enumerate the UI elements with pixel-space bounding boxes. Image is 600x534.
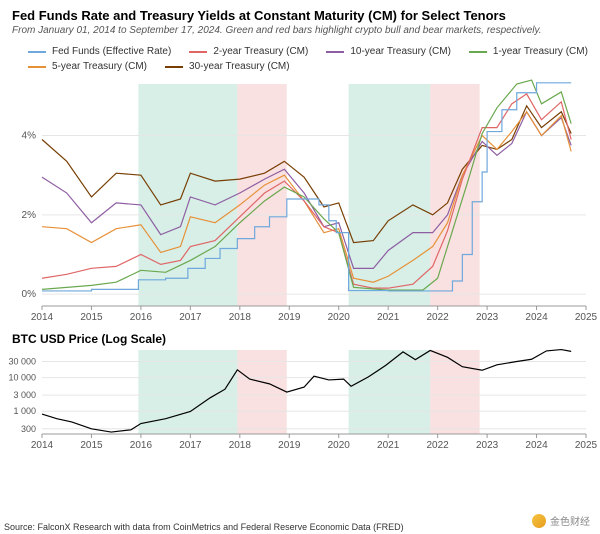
- svg-text:2019: 2019: [278, 440, 301, 451]
- svg-text:4%: 4%: [22, 131, 37, 142]
- legend-label: 30-year Treasury (CM): [189, 61, 290, 72]
- legend-label: 1-year Treasury (CM): [493, 46, 588, 57]
- chart-subtitle: From January 01, 2014 to September 17, 2…: [0, 25, 600, 42]
- svg-text:2022: 2022: [427, 440, 450, 451]
- svg-text:30 000: 30 000: [8, 357, 36, 367]
- legend-swatch-icon: [28, 51, 46, 53]
- svg-text:2%: 2%: [22, 210, 37, 221]
- rates-chart-svg: 0% 2% 4% 2014 2015 2016 2017 2018 2019 2020 2021 20…: [0, 78, 600, 328]
- svg-text:2017: 2017: [179, 440, 202, 451]
- chart-title: Fed Funds Rate and Treasury Yields at Co…: [0, 0, 600, 25]
- legend-label: Fed Funds (Effective Rate): [52, 46, 171, 57]
- legend: Fed Funds (Effective Rate) 2-year Treasur…: [0, 42, 600, 78]
- legend-item: 5-year Treasury (CM): [28, 61, 147, 72]
- legend-swatch-icon: [189, 51, 207, 53]
- legend-item: 10-year Treasury (CM): [326, 46, 451, 57]
- legend-item: Fed Funds (Effective Rate): [28, 46, 171, 57]
- top-plot: 0% 2% 4% 2014 2015 2016 2017 2018 2019 2020 2021 20…: [0, 78, 600, 328]
- watermark-logo-icon: [532, 514, 546, 528]
- svg-text:2025: 2025: [575, 440, 598, 451]
- legend-item: 30-year Treasury (CM): [165, 61, 290, 72]
- svg-text:2023: 2023: [476, 312, 499, 323]
- svg-text:2019: 2019: [278, 312, 301, 323]
- svg-text:2020: 2020: [328, 312, 351, 323]
- svg-text:2016: 2016: [130, 440, 153, 451]
- bottom-plot: 300 1 000 3 000 10 000 30 000 2014 2015 2016 201…: [0, 346, 600, 456]
- svg-text:2015: 2015: [80, 312, 103, 323]
- legend-item: 1-year Treasury (CM): [469, 46, 588, 57]
- svg-text:2022: 2022: [427, 312, 450, 323]
- svg-text:10 000: 10 000: [8, 373, 36, 383]
- svg-text:2015: 2015: [80, 440, 103, 451]
- svg-text:2018: 2018: [229, 312, 252, 323]
- svg-text:1 000: 1 000: [13, 406, 36, 416]
- svg-text:2018: 2018: [229, 440, 252, 451]
- bottom-chart-title: BTC USD Price (Log Scale): [0, 328, 600, 346]
- legend-swatch-icon: [165, 66, 183, 68]
- legend-swatch-icon: [28, 66, 46, 68]
- svg-text:2021: 2021: [377, 312, 400, 323]
- svg-text:2025: 2025: [575, 312, 598, 323]
- svg-text:2020: 2020: [328, 440, 351, 451]
- legend-swatch-icon: [326, 51, 344, 53]
- btc-chart-svg: 300 1 000 3 000 10 000 30 000 2014 2015 2016 201…: [0, 346, 600, 456]
- watermark-text: 金色财经: [550, 513, 590, 528]
- legend-swatch-icon: [469, 51, 487, 53]
- svg-text:2024: 2024: [525, 312, 548, 323]
- svg-text:2016: 2016: [130, 312, 153, 323]
- svg-text:2023: 2023: [476, 440, 499, 451]
- svg-text:2024: 2024: [525, 440, 548, 451]
- svg-text:2017: 2017: [179, 312, 202, 323]
- svg-text:2021: 2021: [377, 440, 400, 451]
- legend-label: 5-year Treasury (CM): [52, 61, 147, 72]
- svg-text:300: 300: [21, 424, 36, 434]
- legend-label: 10-year Treasury (CM): [350, 46, 451, 57]
- legend-item: 2-year Treasury (CM): [189, 46, 308, 57]
- svg-text:2014: 2014: [31, 312, 54, 323]
- watermark: 金色财经: [532, 513, 590, 528]
- chart-container: Fed Funds Rate and Treasury Yields at Co…: [0, 0, 600, 534]
- source-text: Source: FalconX Research with data from …: [0, 522, 600, 534]
- svg-text:3 000: 3 000: [13, 390, 36, 400]
- svg-text:0%: 0%: [22, 289, 37, 300]
- svg-text:2014: 2014: [31, 440, 54, 451]
- legend-label: 2-year Treasury (CM): [213, 46, 308, 57]
